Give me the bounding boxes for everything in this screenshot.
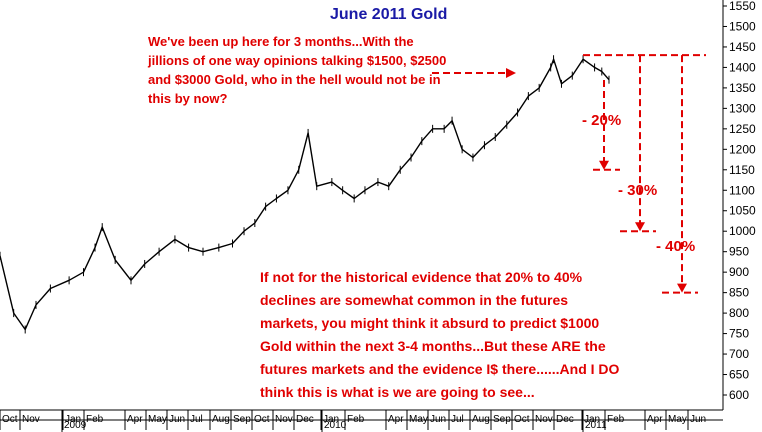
y-tick-label: 750: [729, 327, 749, 341]
y-tick-label: 850: [729, 286, 749, 300]
y-tick-label: 700: [729, 347, 749, 361]
y-tick-label: 1450: [729, 40, 756, 54]
annotation-bottom: If not for the historical evidence that …: [260, 269, 620, 400]
chart-title: June 2011 Gold: [330, 6, 448, 23]
y-tick-label: 600: [729, 388, 749, 402]
y-tick-label: 1100: [729, 183, 755, 197]
y-tick-label: 1500: [729, 19, 756, 33]
year-label: 2011: [585, 420, 607, 431]
annotation-top: We've been up here for 3 months...With t…: [148, 34, 447, 106]
y-tick-label: 800: [729, 306, 749, 320]
y-tick-label: 1550: [729, 0, 756, 13]
decline-label-20: - 20%: [582, 112, 622, 129]
y-tick-label: 1150: [729, 163, 755, 177]
pointer-arrow-head: [506, 68, 516, 78]
year-label: 2009: [64, 420, 87, 431]
y-tick-label: 1050: [729, 204, 756, 218]
y-tick-label: 900: [729, 265, 749, 279]
y-tick-label: 1250: [729, 122, 756, 136]
year-label: 2010: [324, 420, 347, 431]
y-tick-label: 1000: [729, 224, 756, 238]
decline-arrow-head: [599, 160, 609, 170]
decline-arrow-head: [677, 283, 687, 293]
y-tick-label: 950: [729, 245, 749, 259]
price-series: [0, 55, 610, 334]
decline-arrow-head: [635, 222, 645, 232]
y-tick-label: 1350: [729, 81, 756, 95]
reference-lines: [432, 54, 706, 294]
y-tick-label: 650: [729, 368, 749, 382]
y-tick-label: 1200: [729, 142, 756, 156]
y-tick-label: 1300: [729, 101, 756, 115]
decline-label-30: - 30%: [618, 182, 658, 199]
price-line: [0, 58, 610, 331]
y-tick-label: 1400: [729, 60, 756, 74]
decline-label-40: - 40%: [656, 238, 696, 255]
